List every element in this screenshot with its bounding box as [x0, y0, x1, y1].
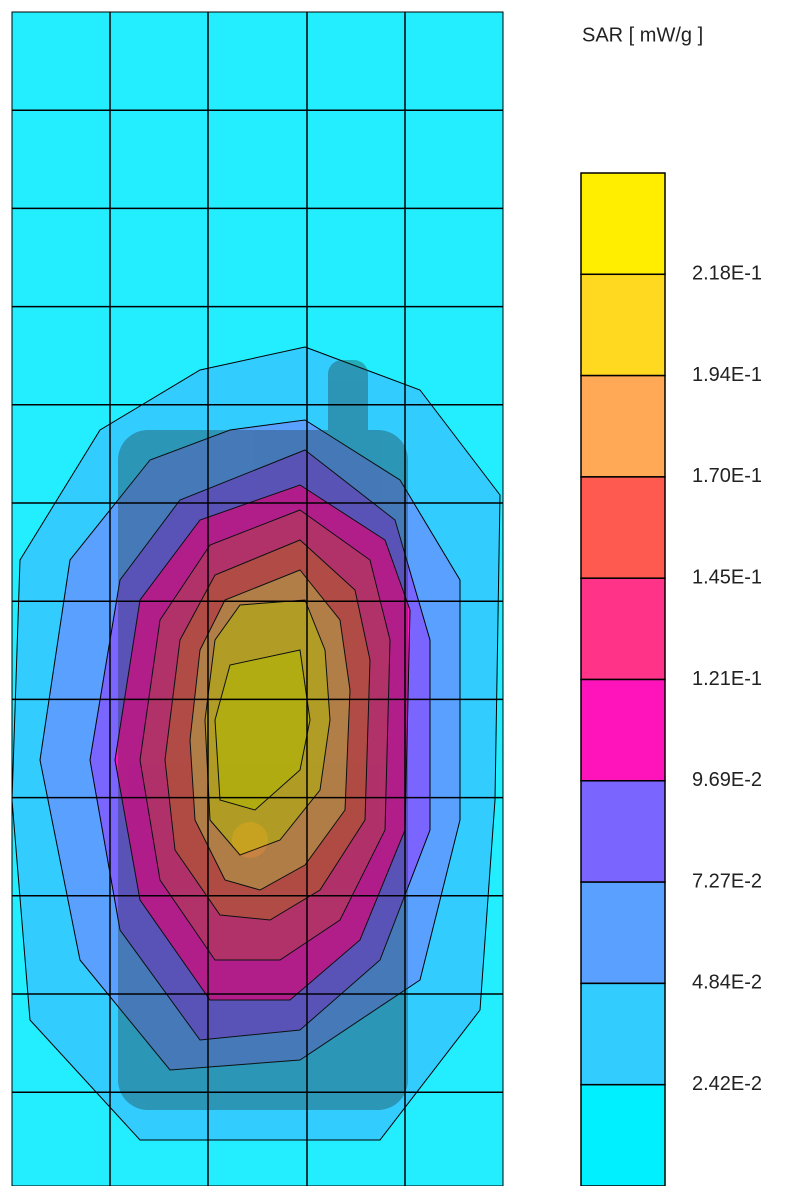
legend-label: 4.84E-2 — [692, 972, 762, 994]
legend-swatch — [580, 273, 666, 377]
legend-label: 1.70E-1 — [692, 465, 762, 487]
contour-10 — [214, 649, 311, 811]
legend-label: 7.27E-2 — [692, 870, 762, 892]
legend-label: 2.42E-2 — [692, 1073, 762, 1095]
legend-swatch — [580, 881, 666, 985]
legend-swatch — [580, 678, 666, 782]
legend-title: SAR [ mW/g ] — [582, 24, 703, 46]
legend-label: 2.18E-1 — [692, 263, 762, 285]
legend-swatch — [580, 780, 666, 883]
legend-label: 1.45E-1 — [692, 566, 762, 588]
legend: 2.18E-1 1.94E-1 1.70E-1 1.45E-1 1.21E-1 9.69E… — [580, 172, 762, 1186]
legend-swatch — [580, 1083, 666, 1186]
legend-swatch — [580, 172, 666, 276]
grid — [12, 12, 503, 1186]
legend-label: 1.94E-1 — [692, 364, 762, 386]
phone-overlay — [118, 360, 408, 1110]
legend-swatch — [580, 982, 666, 1086]
legend-label: 1.21E-1 — [692, 668, 762, 690]
legend-label: 9.69E-2 — [692, 769, 762, 791]
legend-swatch — [580, 374, 666, 478]
contour-map — [11, 11, 504, 1186]
legend-swatch — [580, 476, 666, 579]
legend-swatch — [580, 577, 666, 681]
